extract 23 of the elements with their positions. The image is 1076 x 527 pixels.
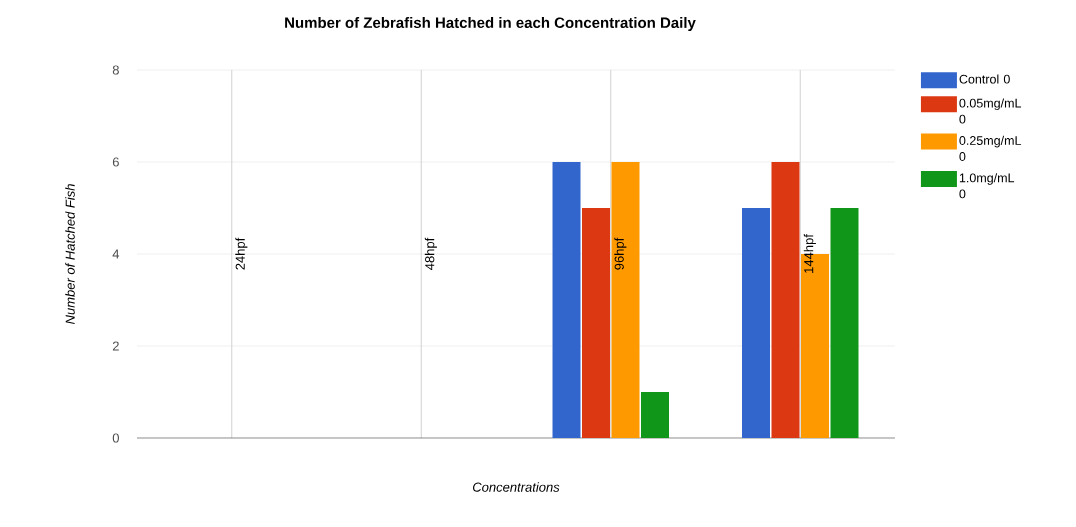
x-tick-label: 24hpf: [235, 237, 248, 270]
y-tick-label: 0: [112, 433, 119, 443]
bar: [742, 207, 770, 438]
x-axis-title: Concentrations: [473, 482, 560, 492]
y-tick-label: 8: [112, 65, 119, 75]
legend-label: 1.0mg/mL 0: [959, 173, 1015, 199]
x-tick-label: 144hpf: [803, 234, 816, 273]
y-tick-label: 4: [112, 249, 120, 259]
bar: [552, 162, 581, 438]
x-tick-label: 96hpf: [614, 237, 627, 270]
y-tick-label: 6: [112, 157, 119, 167]
legend-label: 0.05mg/mL 0: [959, 98, 1022, 124]
y-tick-label: 2: [112, 341, 119, 351]
bar: [611, 162, 640, 438]
x-tick-label: 48hpf: [424, 237, 437, 270]
chart-title: Number of Zebrafish Hatched in each Concentration Daily: [285, 17, 696, 31]
legend-label: 0.25mg/mL 0: [959, 135, 1022, 161]
bar: [771, 162, 800, 438]
bar: [582, 207, 610, 438]
bar: [641, 391, 669, 438]
y-axis-title: Number of Hatched Fish: [65, 184, 75, 325]
bar: [830, 207, 859, 438]
legend-label: Control 0: [959, 74, 1010, 84]
